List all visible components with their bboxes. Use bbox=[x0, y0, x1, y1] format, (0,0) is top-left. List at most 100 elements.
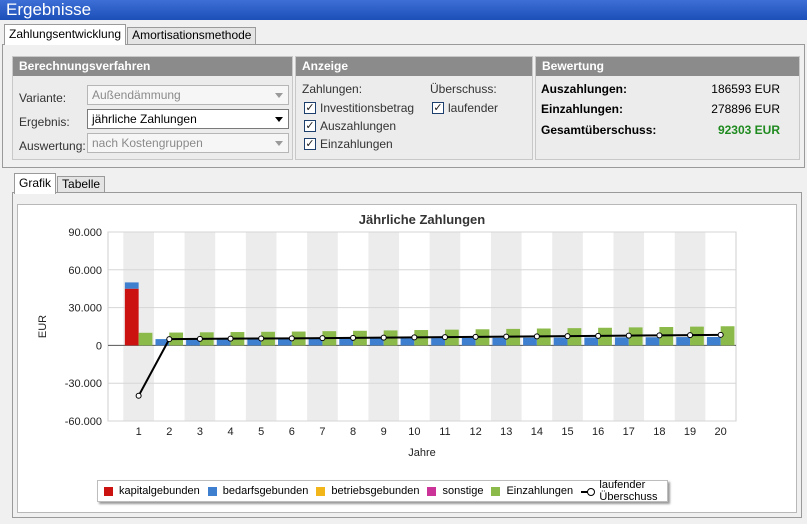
bar-bedarfsgebunden bbox=[369, 338, 384, 346]
plot-band bbox=[613, 232, 645, 421]
bar-einzahlungen bbox=[690, 326, 704, 346]
auszahlungen-checkbox[interactable]: ✓ bbox=[304, 120, 316, 132]
y-tick-label: -30.000 bbox=[65, 378, 102, 390]
line-laufender-ueberschuss bbox=[137, 333, 721, 397]
x-tick-label: 14 bbox=[531, 426, 543, 438]
legend-label: laufender Überschuss bbox=[599, 479, 658, 503]
legend-item-einzahlungen: Einzahlungen bbox=[491, 485, 573, 497]
x-tick-label: 1 bbox=[136, 426, 142, 438]
chart-legend: kapitalgebunden bedarfsgebunden betriebs… bbox=[97, 479, 668, 503]
x-tick-label: 17 bbox=[623, 426, 635, 438]
legend-swatch bbox=[104, 486, 113, 496]
ergebnis-value: jährliche Zahlungen bbox=[92, 112, 197, 126]
x-tick-label: 13 bbox=[500, 426, 512, 438]
laufender-checkbox[interactable]: ✓ bbox=[432, 102, 444, 114]
settings-panel: Berechnungsverfahren Variante: Außendämm… bbox=[2, 44, 805, 168]
bar-bedarfsgebunden bbox=[247, 338, 262, 346]
x-tick-label: 6 bbox=[289, 426, 295, 438]
bar-bedarfsgebunden bbox=[431, 338, 445, 346]
legend-label: betriebsgebunden bbox=[331, 485, 420, 497]
x-axis-label: Jahre bbox=[408, 447, 436, 459]
x-tick-label: 11 bbox=[439, 426, 450, 438]
bewertung-header: Bewertung bbox=[536, 57, 799, 76]
tab-zahlungsentwicklung[interactable]: Zahlungsentwicklung bbox=[4, 24, 127, 45]
legend-line-marker bbox=[581, 487, 596, 496]
gesamtueberschuss-label: Gesamtüberschuss: bbox=[541, 123, 657, 137]
point-laufender-ueberschuss bbox=[350, 334, 357, 341]
top-tab-bar: Zahlungsentwicklung Amortisationsmethode bbox=[4, 24, 257, 45]
bar-bedarfsgebunden bbox=[400, 338, 415, 346]
point-laufender-ueberschuss bbox=[288, 335, 295, 342]
chevron-down-icon bbox=[275, 93, 283, 98]
bar-bedarfsgebunden bbox=[308, 338, 323, 346]
x-tick-label: 18 bbox=[653, 426, 665, 438]
bar-bedarfsgebunden bbox=[553, 337, 568, 346]
legend-label: sonstige bbox=[442, 485, 484, 497]
point-laufender-ueberschuss bbox=[533, 333, 540, 340]
bar-bedarfsgebunden bbox=[186, 339, 200, 346]
point-laufender-ueberschuss bbox=[319, 335, 326, 342]
plot-band bbox=[184, 232, 216, 421]
legend-item-betriebsgebunden: betriebsgebunden bbox=[316, 485, 419, 497]
variante-select[interactable]: Außendämmung bbox=[87, 85, 289, 105]
auswertung-select[interactable]: nach Kostengruppen bbox=[87, 133, 289, 153]
point-laufender-ueberschuss bbox=[503, 333, 510, 340]
x-tick-label: 20 bbox=[715, 426, 727, 438]
point-laufender-ueberschuss bbox=[625, 332, 632, 339]
x-tick-label: 5 bbox=[258, 426, 264, 438]
bar-einzahlungen bbox=[720, 326, 735, 346]
point-laufender-ueberschuss bbox=[564, 333, 571, 340]
y-axis-label: EUR bbox=[37, 315, 49, 338]
view-tab-bar: Grafik Tabelle bbox=[14, 173, 106, 194]
chart-container: 90.000 60.000 30.000 0 -30.000 -60.000 1 2 3 4 5 6 7… bbox=[17, 204, 797, 513]
legend-swatch bbox=[491, 486, 501, 496]
x-tick-label: 16 bbox=[592, 426, 604, 438]
x-tick-label: 15 bbox=[561, 426, 573, 438]
auswertung-label: Auswertung: bbox=[19, 139, 86, 153]
grafik-panel: 90.000 60.000 30.000 0 -30.000 -60.000 1 2 3 4 5 6 7… bbox=[12, 192, 802, 518]
legend-swatch bbox=[427, 486, 437, 496]
einzahlungen-label: Einzahlungen bbox=[320, 137, 393, 151]
point-laufender-ueberschuss bbox=[441, 334, 448, 341]
anzeige-header: Anzeige bbox=[296, 57, 532, 76]
point-laufender-ueberschuss bbox=[472, 333, 479, 340]
bar-bedarfsgebunden bbox=[584, 337, 599, 346]
chart-title: Jährliche Zahlungen bbox=[359, 212, 485, 227]
bar-bedarfsgebunden bbox=[278, 338, 292, 346]
plot-band bbox=[674, 232, 706, 421]
variante-value: Außendämmung bbox=[92, 88, 181, 102]
point-laufender-ueberschuss bbox=[656, 332, 663, 339]
y-tick-label: 30.000 bbox=[68, 303, 102, 315]
window-title: Ergebnisse bbox=[0, 0, 807, 20]
ergebnis-label: Ergebnis: bbox=[19, 115, 70, 129]
plot-band bbox=[368, 232, 400, 421]
berechnungsverfahren-header: Berechnungsverfahren bbox=[13, 57, 292, 76]
berechnungsverfahren-group: Berechnungsverfahren Variante: Außendämm… bbox=[12, 56, 293, 160]
bar-bedarfsgebunden bbox=[645, 337, 660, 346]
bar-bedarfsgebunden bbox=[706, 336, 721, 346]
bar-bedarfsgebunden bbox=[614, 337, 629, 346]
chevron-down-icon bbox=[275, 141, 283, 146]
einzahlungen-total-value: 278896 EUR bbox=[711, 102, 780, 116]
ueberschuss-label: Überschuss: bbox=[430, 82, 497, 96]
einzahlungen-checkbox[interactable]: ✓ bbox=[304, 138, 316, 150]
ergebnis-select[interactable]: jährliche Zahlungen bbox=[87, 109, 289, 129]
tab-grafik[interactable]: Grafik bbox=[14, 173, 57, 194]
zahlungen-label: Zahlungen: bbox=[302, 82, 363, 96]
bar-einzahlungen bbox=[138, 332, 153, 346]
x-tick-label: 7 bbox=[319, 426, 325, 438]
investitionsbetrag-checkbox[interactable]: ✓ bbox=[304, 102, 316, 114]
plot-band bbox=[490, 232, 522, 421]
tab-tabelle[interactable]: Tabelle bbox=[57, 176, 106, 193]
x-tick-label: 2 bbox=[166, 426, 172, 438]
bar-bedarfsgebunden bbox=[523, 337, 537, 346]
point-laufender-ueberschuss bbox=[196, 335, 203, 342]
tab-amortisationsmethode[interactable]: Amortisationsmethode bbox=[127, 27, 257, 44]
point-laufender-ueberschuss bbox=[258, 335, 265, 342]
x-tick-label: 12 bbox=[469, 426, 481, 438]
point-laufender-ueberschuss bbox=[166, 336, 173, 343]
plot-band bbox=[429, 232, 461, 421]
point-laufender-ueberschuss bbox=[411, 334, 418, 341]
variante-label: Variante: bbox=[19, 91, 67, 105]
legend-label: Einzahlungen bbox=[506, 485, 574, 497]
